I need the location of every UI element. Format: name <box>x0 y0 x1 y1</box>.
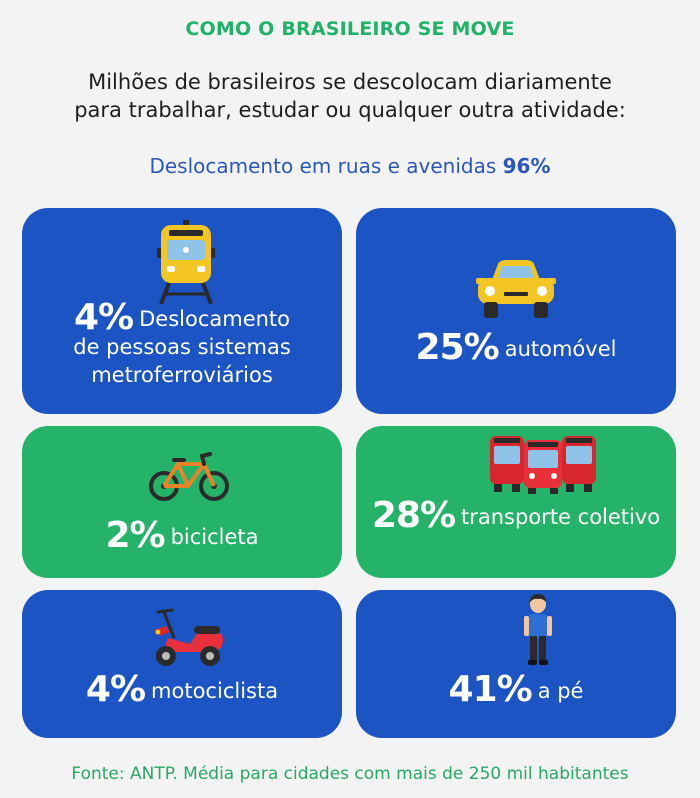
bus-icon <box>490 436 596 494</box>
card-scooter-percent: 4% <box>85 669 146 710</box>
intro-text: Milhões de brasileiros se descolocam dia… <box>20 68 680 124</box>
card-bus-percent: 28% <box>371 495 456 536</box>
card-metro-percent: 4% <box>73 297 134 338</box>
card-bus-label: transporte coletivo <box>461 505 661 529</box>
card-metro-label-1: Deslocamento <box>139 307 291 331</box>
page-title: COMO O BRASILEIRO SE MOVE <box>185 18 515 40</box>
card-pedestrian: 41% a pé <box>356 590 676 738</box>
card-car-percent: 25% <box>415 327 500 368</box>
card-metro-label-3: metroferroviários <box>91 363 273 387</box>
scooter-icon <box>154 608 223 666</box>
card-bus: 28% transporte coletivo <box>356 426 676 578</box>
subtitle-label: Deslocamento em ruas e avenidas <box>149 154 497 178</box>
intro-line-1: Milhões de brasileiros se descolocam dia… <box>88 70 612 94</box>
train-icon <box>157 220 215 304</box>
intro-line-2: para trabalhar, estudar ou qualquer outr… <box>74 98 626 122</box>
card-bicycle-percent: 2% <box>105 515 165 556</box>
car-icon <box>476 260 556 318</box>
card-car: 25% automóvel <box>356 208 676 414</box>
pedestrian-icon <box>524 594 552 665</box>
subtitle: Deslocamento em ruas e avenidas 96% <box>0 154 700 178</box>
card-metro: 4% Deslocamento de pessoas sistemas metro… <box>22 208 342 414</box>
card-bicycle: 2% bicicleta <box>22 426 342 578</box>
card-metro-label-2: de pessoas sistemas <box>73 335 291 359</box>
card-scooter-label: motociclista <box>151 679 279 703</box>
card-scooter: 4% motociclista <box>22 590 342 738</box>
card-metro-line1: 4% Deslocamento <box>22 300 342 336</box>
card-car-label: automóvel <box>504 337 617 361</box>
card-bicycle-label: bicicleta <box>170 525 259 549</box>
bicycle-icon <box>149 452 229 501</box>
subtitle-value: 96% <box>502 154 551 178</box>
card-pedestrian-label: a pé <box>537 679 584 703</box>
source-footer: Fonte: ANTP. Média para cidades com mais… <box>71 764 629 784</box>
card-pedestrian-percent: 41% <box>448 669 533 710</box>
